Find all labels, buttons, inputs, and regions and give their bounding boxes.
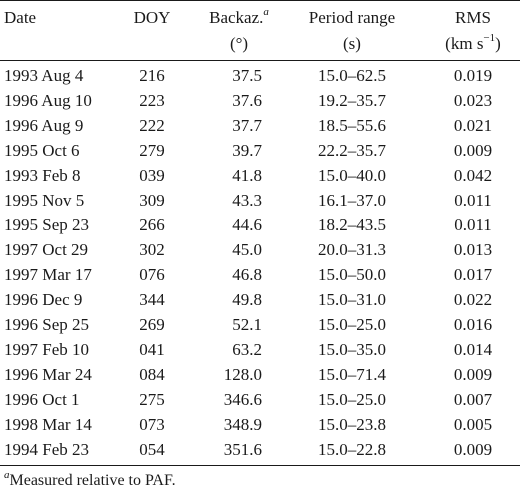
header-period-unit: (s)	[343, 34, 361, 53]
header-rms: RMS	[455, 8, 491, 27]
cell-period: 15.0–40.0	[318, 166, 386, 185]
cell-doy: 266	[139, 215, 165, 234]
cell-rms: 0.005	[453, 415, 493, 434]
cell-doy: 216	[139, 66, 165, 85]
cell-period: 19.2–35.7	[318, 91, 386, 110]
cell-date: 1996 Dec 9	[4, 290, 83, 309]
cell-date: 1994 Feb 23	[4, 440, 89, 459]
cell-backaz: 348.9	[223, 415, 262, 434]
cell-date: 1995 Sep 23	[4, 215, 89, 234]
cell-doy: 275	[139, 390, 165, 409]
cell-period: 15.0–62.5	[318, 66, 386, 85]
cell-backaz: 37.5	[232, 66, 262, 85]
header-period: Period range	[308, 8, 396, 27]
cell-doy: 309	[139, 191, 165, 210]
cell-rms: 0.021	[453, 116, 493, 135]
cell-date: 1998 Mar 14	[4, 415, 92, 434]
header-backaz: Backaz.a	[209, 6, 269, 28]
cell-period: 15.0–50.0	[318, 265, 386, 284]
cell-rms: 0.009	[453, 440, 493, 459]
cell-date: 1996 Mar 24	[4, 365, 92, 384]
header-backaz-footnote-mark: a	[263, 6, 269, 19]
header-backaz-unit: (°)	[229, 34, 249, 53]
cell-rms: 0.022	[453, 290, 493, 309]
header-date: Date	[4, 8, 37, 27]
cell-rms: 0.009	[453, 141, 493, 160]
cell-rms: 0.017	[453, 265, 493, 284]
cell-doy: 344	[139, 290, 165, 309]
cell-date: 1996 Sep 25	[4, 315, 89, 334]
cell-backaz: 37.7	[232, 116, 262, 135]
cell-period: 18.2–43.5	[318, 215, 386, 234]
cell-period: 15.0–23.8	[318, 415, 386, 434]
cell-period: 18.5–55.6	[318, 116, 386, 135]
table-footnote: aMeasured relative to PAF.	[4, 468, 176, 491]
cell-backaz: 45.0	[232, 240, 262, 259]
table-bottom-rule	[0, 465, 520, 466]
cell-doy: 041	[139, 340, 165, 359]
cell-date: 1995 Nov 5	[4, 191, 85, 210]
cell-date: 1996 Aug 10	[4, 91, 92, 110]
cell-period: 16.1–37.0	[318, 191, 386, 210]
cell-rms: 0.023	[453, 91, 493, 110]
cell-date: 1993 Feb 8	[4, 166, 81, 185]
cell-doy: 054	[139, 440, 165, 459]
cell-date: 1993 Aug 4	[4, 66, 84, 85]
footnote-text: Measured relative to PAF.	[9, 472, 176, 489]
table-top-rule	[0, 0, 520, 1]
table-header-rule	[0, 60, 520, 61]
header-rms-unit-exponent: −1	[483, 32, 496, 45]
cell-period: 20.0–31.3	[318, 240, 386, 259]
cell-backaz: 128.0	[223, 365, 262, 384]
cell-date: 1996 Aug 9	[4, 116, 84, 135]
cell-rms: 0.019	[453, 66, 493, 85]
cell-backaz: 346.6	[223, 390, 262, 409]
cell-backaz: 37.6	[232, 91, 262, 110]
header-rms-unit: (km s−1)	[445, 32, 501, 54]
cell-date: 1995 Oct 6	[4, 141, 80, 160]
cell-date: 1997 Mar 17	[4, 265, 92, 284]
cell-backaz: 351.6	[223, 440, 262, 459]
cell-period: 15.0–22.8	[318, 440, 386, 459]
cell-doy: 302	[139, 240, 165, 259]
cell-rms: 0.011	[454, 215, 492, 234]
cell-rms: 0.011	[454, 191, 492, 210]
cell-date: 1997 Oct 29	[4, 240, 89, 259]
cell-rms: 0.013	[453, 240, 493, 259]
header-rms-unit-post: )	[495, 34, 501, 53]
cell-doy: 084	[139, 365, 165, 384]
header-doy: DOY	[133, 8, 171, 27]
cell-backaz: 49.8	[232, 290, 262, 309]
cell-doy: 039	[139, 166, 165, 185]
cell-rms: 0.014	[453, 340, 493, 359]
cell-date: 1997 Feb 10	[4, 340, 89, 359]
cell-period: 15.0–25.0	[318, 390, 386, 409]
cell-backaz: 46.8	[232, 265, 262, 284]
cell-period: 22.2–35.7	[318, 141, 386, 160]
cell-rms: 0.007	[453, 390, 493, 409]
cell-doy: 269	[139, 315, 165, 334]
cell-doy: 223	[139, 91, 165, 110]
cell-doy: 279	[139, 141, 165, 160]
cell-period: 15.0–71.4	[318, 365, 386, 384]
cell-backaz: 41.8	[232, 166, 262, 185]
cell-rms: 0.042	[453, 166, 493, 185]
cell-backaz: 39.7	[232, 141, 262, 160]
header-rms-unit-pre: (km s	[445, 34, 484, 53]
cell-rms: 0.009	[453, 365, 493, 384]
cell-doy: 073	[139, 415, 165, 434]
cell-rms: 0.016	[453, 315, 493, 334]
cell-doy: 076	[139, 265, 165, 284]
cell-backaz: 44.6	[232, 215, 262, 234]
cell-date: 1996 Oct 1	[4, 390, 80, 409]
cell-backaz: 52.1	[232, 315, 262, 334]
cell-period: 15.0–25.0	[318, 315, 386, 334]
footnote-mark: a	[4, 468, 10, 481]
cell-period: 15.0–35.0	[318, 340, 386, 359]
header-backaz-label: Backaz.	[209, 8, 264, 27]
cell-doy: 222	[139, 116, 165, 135]
cell-backaz: 63.2	[232, 340, 262, 359]
cell-backaz: 43.3	[232, 191, 262, 210]
cell-period: 15.0–31.0	[318, 290, 386, 309]
